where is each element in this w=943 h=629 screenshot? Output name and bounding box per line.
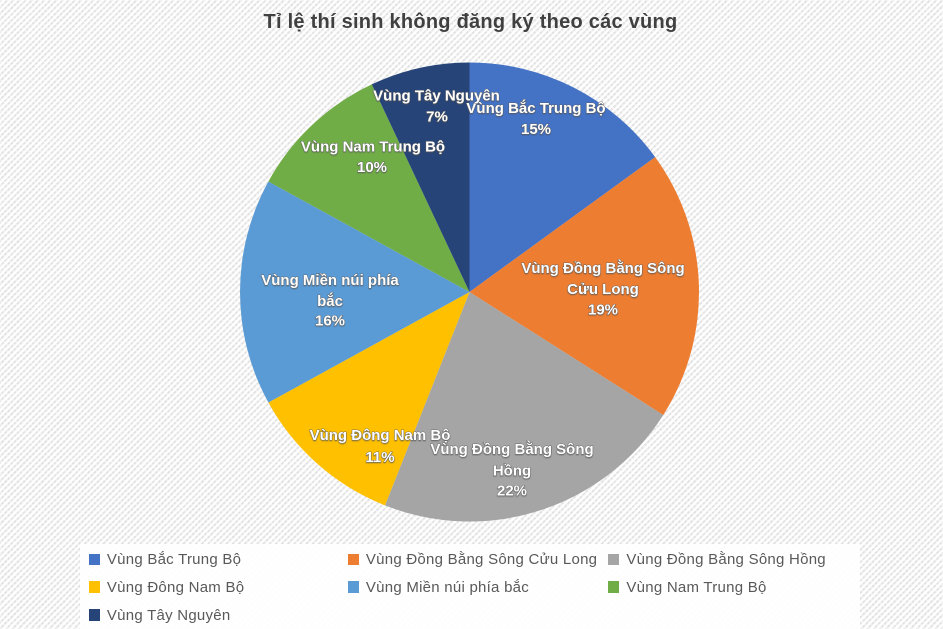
- svg-text:16%: 16%: [315, 313, 345, 330]
- svg-text:Vùng Tây Nguyên: Vùng Tây Nguyên: [373, 88, 500, 105]
- svg-text:Cửu Long: Cửu Long: [567, 281, 639, 298]
- svg-text:Vùng Đồng Bằng Sông: Vùng Đồng Bằng Sông: [521, 259, 684, 277]
- svg-text:Vùng Nam Trung Bộ: Vùng Nam Trung Bộ: [301, 139, 445, 156]
- svg-text:10%: 10%: [357, 159, 387, 176]
- svg-text:Vùng Đông Nam Bộ: Vùng Đông Nam Bộ: [310, 427, 451, 444]
- svg-text:11%: 11%: [365, 449, 394, 466]
- svg-text:15%: 15%: [521, 121, 551, 138]
- svg-text:7%: 7%: [426, 109, 448, 126]
- svg-text:Hồng: Hồng: [493, 463, 531, 480]
- svg-text:bắc: bắc: [317, 292, 343, 310]
- svg-text:19%: 19%: [588, 302, 618, 319]
- svg-text:Vùng Miền núi phía: Vùng Miền núi phía: [261, 272, 399, 289]
- svg-text:22%: 22%: [497, 483, 527, 500]
- svg-text:Vùng Bắc Trung Bộ: Vùng Bắc Trung Bộ: [466, 99, 605, 117]
- svg-text:Vùng Đồng Bằng Sông: Vùng Đồng Bằng Sông: [430, 440, 593, 458]
